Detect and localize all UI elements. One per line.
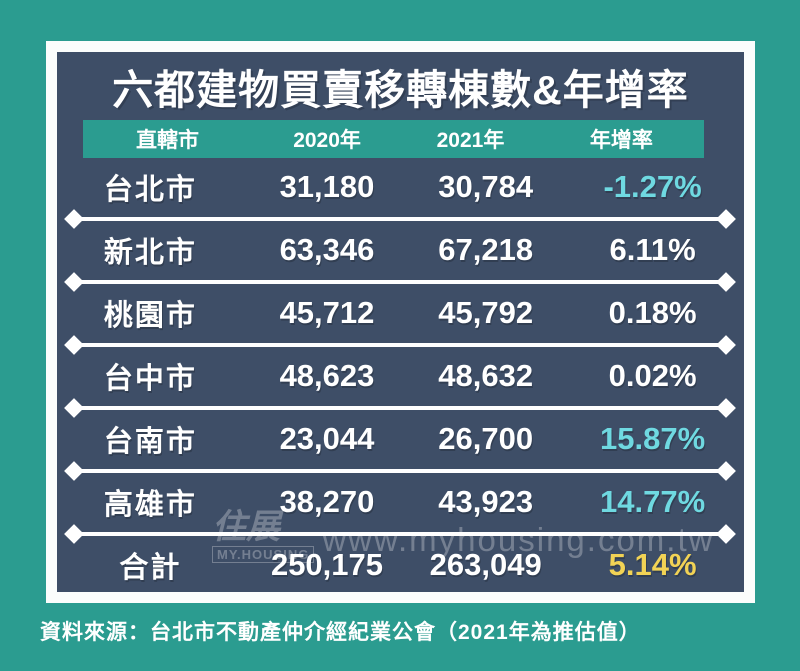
row-2021-value: 263,049 [429, 547, 542, 582]
column-header-2021: 2021年 [436, 129, 505, 152]
divider-line [74, 405, 726, 410]
row-2020-value: 45,712 [279, 295, 375, 330]
row-yoy-value: 0.18% [608, 295, 697, 330]
divider-line [74, 279, 726, 284]
row-yoy-value: 15.87% [600, 421, 706, 456]
column-header-city: 直轄市 [135, 129, 199, 152]
table-body: 台北市 31,180 30,784 -1.27% 新北市 63,346 67,218 6.11… [57, 158, 744, 592]
row-2021-value: 30,784 [438, 169, 534, 204]
row-city-label: 桃園市 [103, 300, 197, 332]
row-2021-value: 67,218 [438, 232, 534, 267]
row-yoy-value: 0.02% [608, 358, 697, 393]
row-city-label: 台北市 [103, 174, 197, 206]
row-2021-value: 43,923 [438, 484, 534, 519]
row-2021-value: 48,632 [438, 358, 534, 393]
table-row-total: 合計 250,175 263,049 5.14% [57, 536, 744, 592]
row-yoy-value: 14.77% [600, 484, 706, 519]
infographic-board: 六都建物買賣移轉棟數&年增率 直轄市 2020年 2021年 年增率 台北市 31… [46, 41, 755, 603]
row-city-label: 高雄市 [103, 489, 197, 521]
row-divider [64, 208, 736, 229]
row-yoy-value: -1.27% [603, 169, 702, 204]
divider-line [74, 468, 726, 473]
row-yoy-value: 6.11% [609, 232, 696, 267]
data-source-note: 資料來源：台北市不動產仲介經紀業公會（2021年為推估值） [40, 621, 641, 644]
row-divider [64, 397, 736, 418]
row-2020-value: 63,346 [279, 232, 375, 267]
divider-line [74, 216, 726, 221]
table-row: 桃園市 45,712 45,792 0.18% [57, 284, 744, 342]
row-divider [64, 523, 736, 544]
table-header-row: 直轄市 2020年 2021年 年增率 [83, 120, 704, 158]
page-title: 六都建物買賣移轉棟數&年增率 [112, 67, 689, 113]
row-divider [64, 271, 736, 292]
row-city-label: 台南市 [103, 426, 197, 458]
table-row: 台南市 23,044 26,700 15.87% [57, 410, 744, 468]
row-divider [64, 460, 736, 481]
row-2020-value: 38,270 [279, 484, 375, 519]
divider-line [74, 531, 726, 536]
row-city-label: 新北市 [103, 237, 197, 269]
table-row: 台中市 48,623 48,632 0.02% [57, 347, 744, 405]
row-2020-value: 250,175 [270, 547, 384, 582]
row-city-label: 台中市 [103, 363, 197, 395]
divider-line [74, 342, 726, 347]
table-row: 新北市 63,346 67,218 6.11% [57, 221, 744, 279]
row-yoy-value: 5.14% [608, 547, 697, 582]
row-2020-value: 31,180 [279, 169, 375, 204]
table-panel: 六都建物買賣移轉棟數&年增率 直轄市 2020年 2021年 年增率 台北市 31… [57, 52, 744, 592]
table-row: 台北市 31,180 30,784 -1.27% [57, 158, 744, 216]
row-2020-value: 48,623 [279, 358, 375, 393]
row-divider [64, 334, 736, 355]
column-header-yoy: 年增率 [589, 129, 653, 152]
row-2021-value: 45,792 [438, 295, 534, 330]
row-city-label: 合計 [119, 552, 182, 584]
row-2021-value: 26,700 [438, 421, 534, 456]
table-row: 高雄市 38,270 43,923 14.77% [57, 473, 744, 531]
row-2020-value: 23,044 [279, 421, 375, 456]
column-header-2020: 2020年 [293, 129, 361, 152]
